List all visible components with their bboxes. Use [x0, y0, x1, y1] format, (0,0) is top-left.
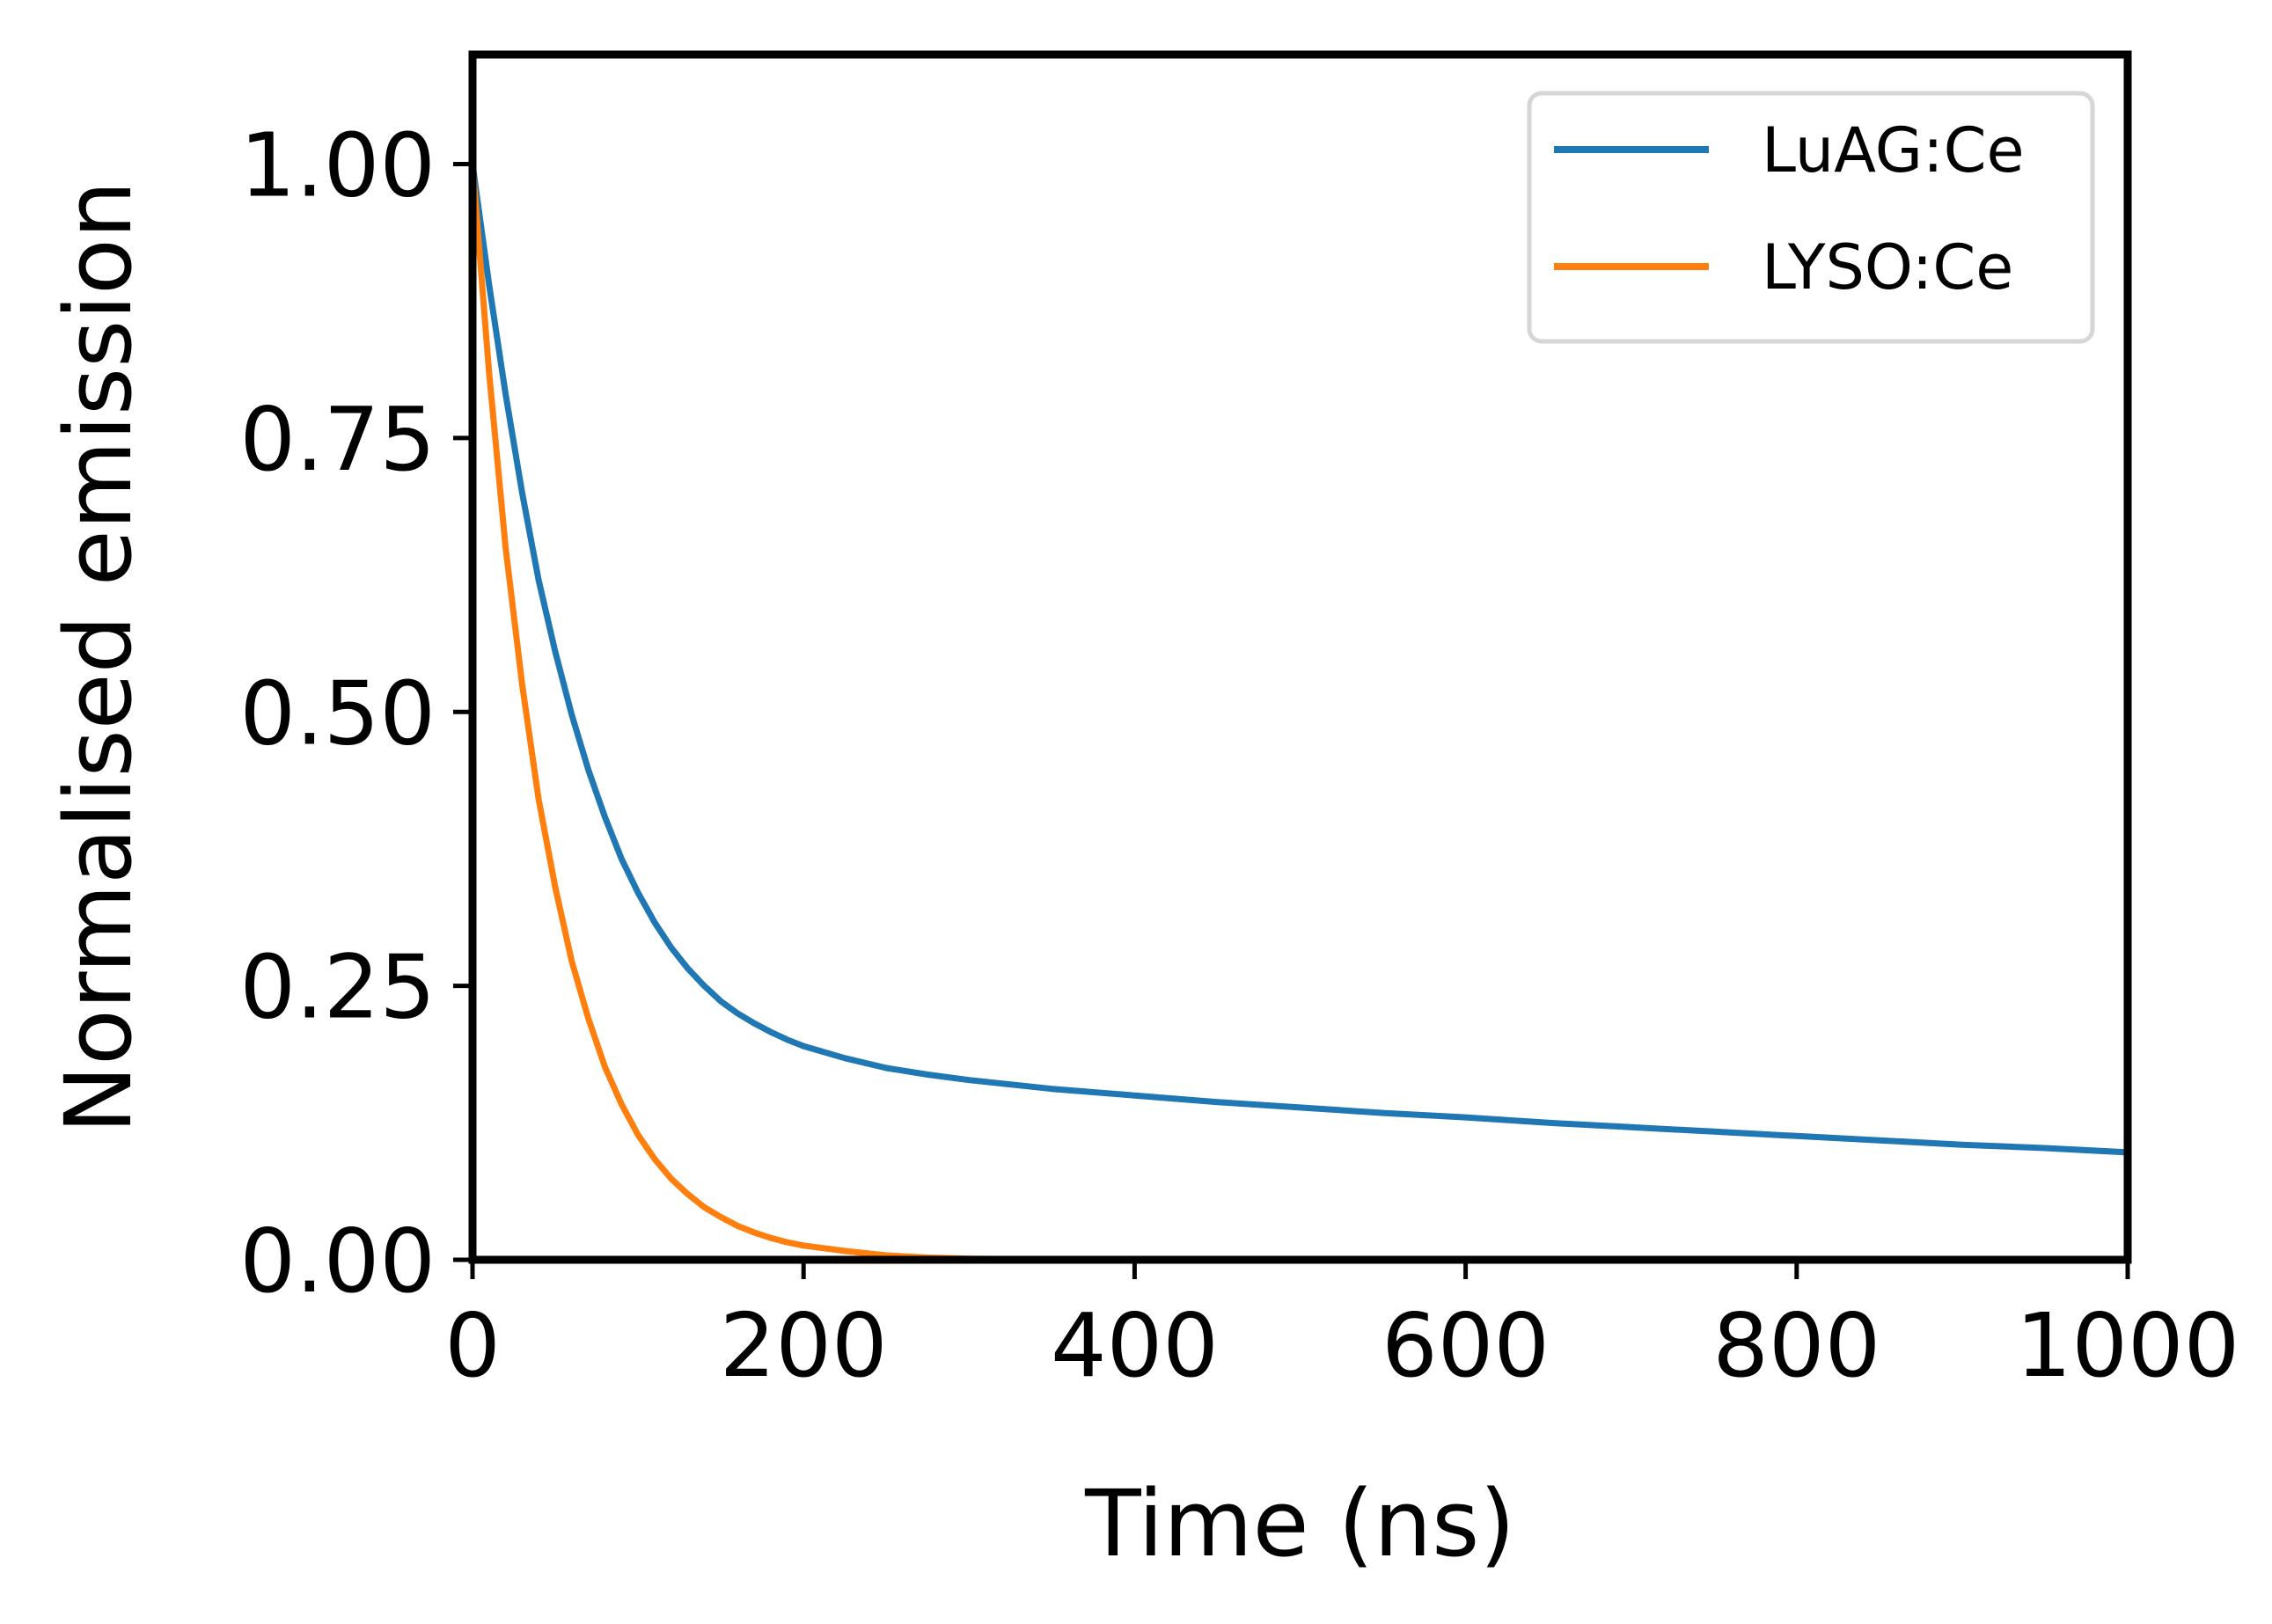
series-line-luag-ce [473, 161, 2128, 1156]
axes-layer: 0 200 400 600 800 1000 0.00 0.25 0.50 0.75 1.00 [239, 50, 2240, 1397]
legend-label: LYSO:Ce [1762, 231, 2013, 304]
x-tick-label: 600 [1382, 1294, 1550, 1397]
y-tick-label: 0.00 [239, 1210, 436, 1313]
x-tick-label: 400 [1051, 1294, 1219, 1397]
x-tick-label: 800 [1712, 1294, 1880, 1397]
x-tick-label: 1000 [2016, 1294, 2240, 1397]
y-axis-label: Normalised emission [45, 180, 152, 1133]
y-tick-label: 1.00 [239, 114, 436, 217]
y-tick-label: 0.25 [239, 936, 436, 1039]
x-tick-label: 0 [444, 1294, 501, 1397]
y-tick-label: 0.50 [239, 662, 436, 764]
x-tick-label: 200 [720, 1294, 888, 1397]
y-tick-label: 0.75 [239, 388, 436, 491]
legend-box [1527, 91, 2095, 344]
legend: LuAG:Ce LYSO:Ce [1527, 91, 2095, 344]
x-axis-label: Time (ns) [1084, 1470, 1515, 1577]
plot-frame [468, 50, 2132, 1264]
legend-label: LuAG:Ce [1762, 114, 2025, 187]
